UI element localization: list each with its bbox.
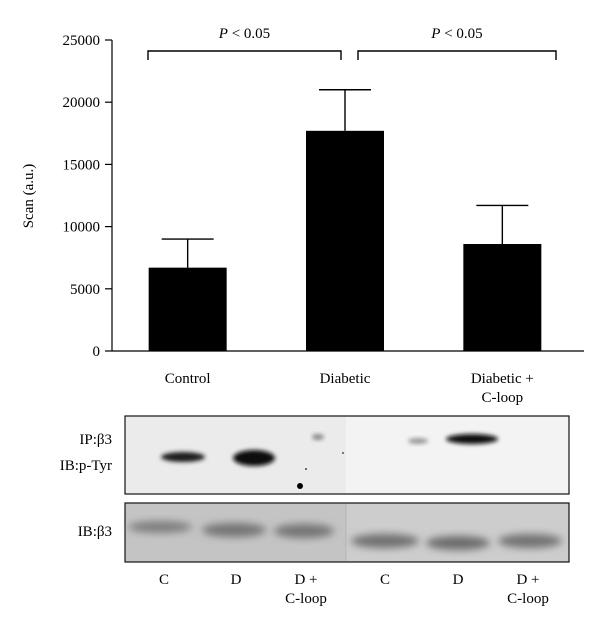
significance-bracket <box>357 50 557 60</box>
blot-band <box>161 452 205 462</box>
y-tick-label: 10000 <box>63 220 101 236</box>
y-tick-label: 5000 <box>70 282 100 298</box>
blot-panel-ip-ib-ptyr: IP:β3 IB:p-Tyr <box>60 415 570 495</box>
significance-label: P < 0.05 <box>430 26 482 42</box>
blot-bottom-label: IB:β3 <box>78 524 112 540</box>
bar <box>306 130 384 351</box>
significance-brackets: P < 0.05 P < 0.05 <box>147 26 557 60</box>
blot-lane-labels: C D D + C-loop C D D + C-loop <box>159 572 549 607</box>
y-tick-label: 0 <box>93 344 101 360</box>
y-tick-label: 25000 <box>63 33 101 49</box>
x-tick-label: Diabetic <box>320 371 371 387</box>
blot-lane-label: D + C-loop <box>285 572 327 607</box>
blot-top-label-ip: IP:β3 <box>79 432 112 448</box>
y-axis: 0 5000 10000 15000 20000 25000 <box>63 33 113 360</box>
x-tick-label: Diabetic + C-loop <box>471 371 534 406</box>
y-tick-label: 15000 <box>63 157 101 173</box>
blot-lane-label: C <box>380 572 390 588</box>
x-tick-label: Control <box>165 371 211 387</box>
blot-lane-label: C <box>159 572 169 588</box>
blot-lane-label: D <box>231 572 242 588</box>
blot-top-label-ib: IB:p-Tyr <box>60 458 112 474</box>
blot-panel-ib-b3: IB:β3 <box>78 502 570 563</box>
significance-label: P < 0.05 <box>218 26 270 42</box>
bar <box>463 244 542 351</box>
blot-band <box>233 450 275 466</box>
blot-lane-label: D <box>453 572 464 588</box>
bars <box>148 89 542 351</box>
bar-chart: 0 5000 10000 15000 20000 25000 Control Diabeti… <box>21 26 584 406</box>
blot-band <box>446 434 498 444</box>
y-axis-label: Scan (a.u.) <box>21 164 37 229</box>
significance-bracket <box>147 50 342 60</box>
bar <box>148 267 227 351</box>
blot-lane-label: D + C-loop <box>507 572 549 607</box>
y-tick-label: 20000 <box>63 95 101 111</box>
x-axis: Control Diabetic Diabetic + C-loop <box>112 350 584 406</box>
